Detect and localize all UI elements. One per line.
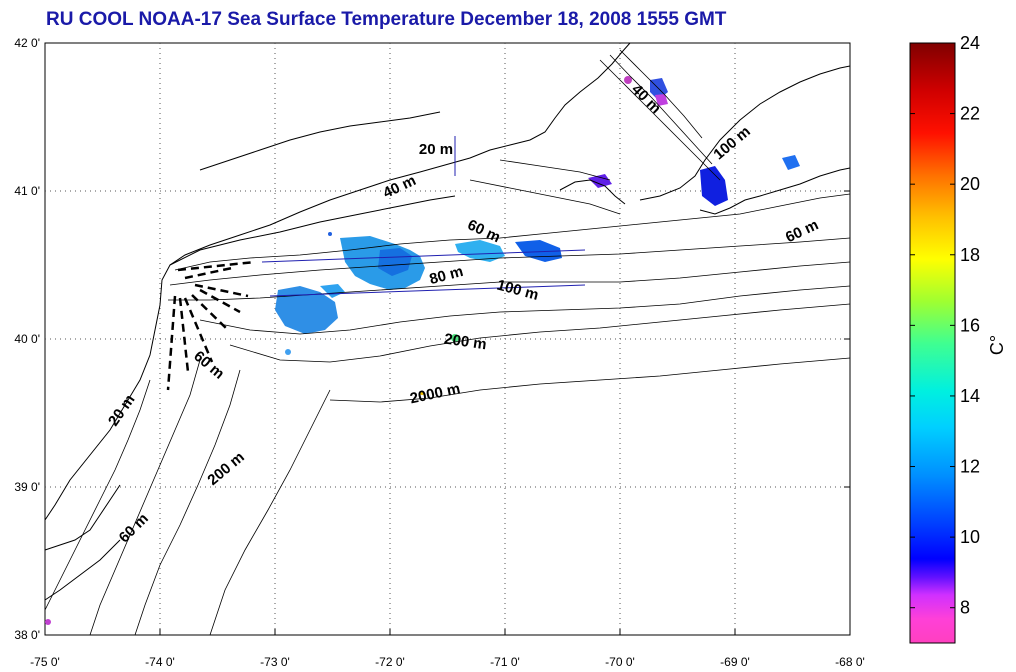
sst-patch <box>320 284 345 298</box>
lon-tick-label: -70 0' <box>605 655 635 669</box>
colorbar-tick-label: 20 <box>960 174 980 194</box>
lat-tick-label: 38 0' <box>14 628 40 642</box>
sst-patch <box>420 391 424 395</box>
depth-contours <box>44 49 851 636</box>
map-title: RU COOL NOAA-17 Sea Surface Temperature … <box>46 9 727 30</box>
colorbar <box>909 42 956 644</box>
colorbar-tick-label: 22 <box>960 104 980 124</box>
lat-tick-label: 39 0' <box>14 480 40 494</box>
sst-patch <box>455 240 505 262</box>
sst-patch <box>45 619 51 625</box>
colorbar-label: C° <box>987 335 1007 355</box>
sst-data <box>45 76 800 625</box>
lon-tick-label: -72 0' <box>375 655 405 669</box>
sst-patch <box>782 155 800 170</box>
colorbar-tick-label: 16 <box>960 315 980 335</box>
colorbar-ticks: 24 22 20 18 16 14 12 10 8 <box>910 33 980 618</box>
colorbar-tick-label: 10 <box>960 527 980 547</box>
sst-patch <box>378 248 412 276</box>
lon-tick-label: -74 0' <box>145 655 175 669</box>
sst-patch <box>451 334 459 342</box>
sst-patch <box>624 76 632 84</box>
axis-labels: -75 0' -74 0' -73 0' -72 0' -71 0' -70 0' -69 … <box>14 36 864 669</box>
lon-tick-label: -69 0' <box>720 655 750 669</box>
lat-tick-label: 40 0' <box>14 332 40 346</box>
colorbar-tick-label: 12 <box>960 457 980 477</box>
lon-tick-label: -71 0' <box>490 655 520 669</box>
lon-tick-label: -68 0' <box>835 655 865 669</box>
colorbar-tick-label: 24 <box>960 33 980 53</box>
colorbar-tick-label: 18 <box>960 245 980 265</box>
lat-tick-label: 42 0' <box>14 36 40 50</box>
sst-patch <box>275 286 338 334</box>
lat-tick-label: 41 0' <box>14 184 40 198</box>
sst-patch <box>285 349 291 355</box>
sst-patch <box>328 232 332 236</box>
sst-patch <box>588 174 612 188</box>
colorbar-tick-label: 8 <box>960 598 970 618</box>
lon-tick-label: -73 0' <box>260 655 290 669</box>
sst-patch <box>655 94 668 106</box>
dashed-tracks <box>166 260 256 391</box>
coastline <box>44 42 851 601</box>
lon-tick-label: -75 0' <box>30 655 60 669</box>
depth-label: 200 m <box>443 331 487 354</box>
transect-lines <box>261 136 586 297</box>
sst-patch <box>700 166 728 206</box>
depth-label: 20 m <box>419 141 453 158</box>
colorbar-tick-label: 14 <box>960 386 980 406</box>
